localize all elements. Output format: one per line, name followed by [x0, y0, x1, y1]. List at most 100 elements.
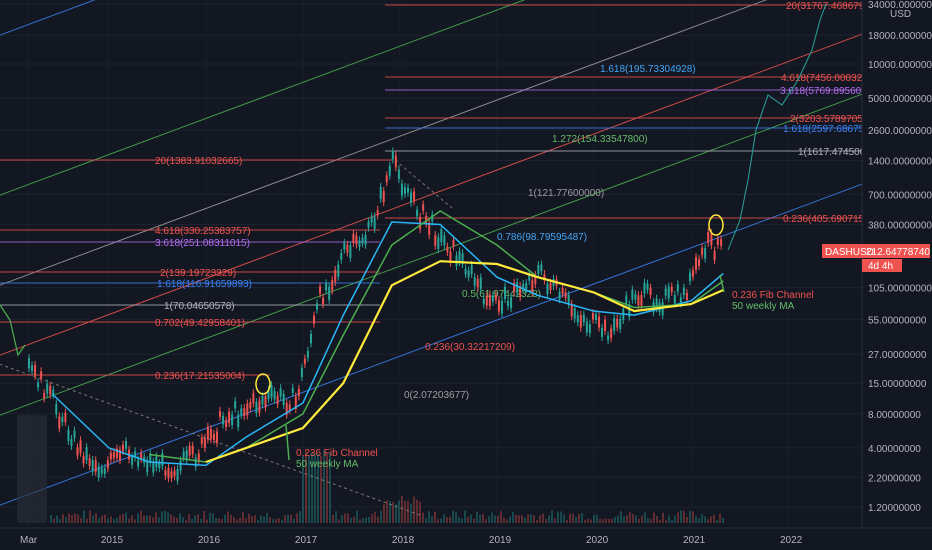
volume-bar: [302, 455, 304, 523]
volume-bar: [338, 519, 340, 523]
highlight-circle-right: [708, 214, 724, 236]
volume-bar: [644, 512, 646, 523]
candle-body: [249, 402, 252, 409]
volume-bar: [365, 517, 367, 523]
candle-body: [679, 297, 682, 304]
candle-body: [46, 383, 49, 394]
candle-body: [720, 239, 723, 246]
x-tick-label: 2016: [198, 535, 221, 546]
volume-bar: [710, 516, 712, 523]
fib-level-label: 1(70.04650578): [164, 301, 235, 312]
volume-bar: [506, 519, 508, 523]
volume-bar: [470, 514, 472, 523]
volume-bar: [380, 511, 382, 523]
volume-bar: [422, 512, 424, 523]
y-tick-label: 34000.00000000: [868, 0, 932, 11]
volume-bar: [230, 515, 232, 523]
candle-body: [637, 295, 640, 306]
annotations: 0.236 Fib Channel 50 weekly MA 0.236 Fib…: [255, 214, 814, 470]
candle-body: [510, 297, 513, 309]
candle-body: [582, 314, 585, 323]
candle-body: [34, 364, 37, 376]
candle-body: [285, 402, 288, 415]
candle-body: [497, 300, 500, 312]
volume-bar: [173, 516, 175, 523]
last-price: 212.64778740: [866, 247, 930, 258]
candle-body: [115, 448, 118, 458]
volume-bar: [611, 518, 613, 523]
candle-body: [131, 456, 134, 465]
candle-body: [485, 295, 488, 306]
fib-level-label: 2(3203.57897056): [790, 114, 872, 125]
volume-bar: [182, 517, 184, 523]
volume-bar: [350, 517, 352, 523]
volume-bar: [260, 515, 262, 523]
volume-bar: [116, 517, 118, 523]
candle-body: [309, 333, 312, 344]
candle-body: [473, 277, 476, 286]
candle-body: [85, 447, 88, 461]
candle-body: [346, 244, 349, 253]
volume-bar: [467, 516, 469, 523]
candle-body: [634, 294, 637, 300]
candle-body: [455, 255, 458, 267]
volume-bar: [296, 513, 298, 523]
y-tick-label: 1.20000000: [868, 503, 921, 514]
volume-bar: [371, 514, 373, 523]
volume-bar: [191, 519, 193, 523]
candle-body: [661, 302, 664, 316]
volume-bar: [143, 515, 145, 523]
candle-body: [243, 408, 246, 417]
candle-body: [206, 426, 209, 440]
volume-bar: [515, 514, 517, 523]
candle-body: [300, 367, 303, 378]
volume-bar: [695, 516, 697, 523]
candle-body: [282, 394, 285, 405]
candle-body: [607, 335, 610, 341]
candle-body: [182, 451, 185, 458]
candle-body: [149, 453, 152, 464]
channel-line: [0, 79, 901, 416]
candle-body: [358, 240, 361, 247]
candle-body: [403, 187, 406, 194]
volume-bar: [575, 517, 577, 523]
volume-bar: [131, 515, 133, 523]
volume-bar: [218, 518, 220, 523]
volume-bar: [458, 517, 460, 523]
volume-bar: [107, 518, 109, 523]
time-axis[interactable]: Mar 2015 2016 2017 2018 2019 2020 2021 2022: [0, 527, 932, 550]
fib-level-label: 3.618(251.08311015): [155, 238, 250, 249]
volume-bar: [305, 451, 307, 523]
candle-body: [579, 314, 582, 328]
volume-bar: [203, 511, 205, 523]
volume-bar: [68, 513, 70, 523]
volume-bar: [488, 516, 490, 523]
price-axis[interactable]: USD 34000.00000000 18000.00000000 10000.00…: [822, 0, 932, 528]
candle-body: [222, 415, 225, 425]
volume-bar: [665, 519, 667, 523]
volume-bar: [431, 516, 433, 523]
candle-body: [267, 389, 270, 400]
candle-body: [400, 183, 403, 196]
candle-body: [382, 190, 385, 203]
candle-body: [388, 165, 391, 176]
candle-body: [591, 313, 594, 320]
channel-line: [0, 169, 901, 506]
volume-bar: [377, 516, 379, 523]
candle-body: [573, 308, 576, 319]
volume-bar: [464, 510, 466, 523]
candle-body: [97, 466, 100, 478]
volume-bar: [452, 510, 454, 523]
candle-body: [667, 286, 670, 299]
candle-body: [406, 187, 409, 193]
volume-bar: [248, 513, 250, 523]
candle-body: [528, 273, 531, 281]
volume-bar: [503, 517, 505, 523]
candle-body: [373, 216, 376, 229]
left-ma-note: 50 weekly MA: [296, 459, 359, 470]
volume-bar: [701, 514, 703, 523]
ma-line: [51, 221, 724, 467]
x-tick-label: 2022: [780, 535, 803, 546]
candle-body: [370, 216, 373, 223]
